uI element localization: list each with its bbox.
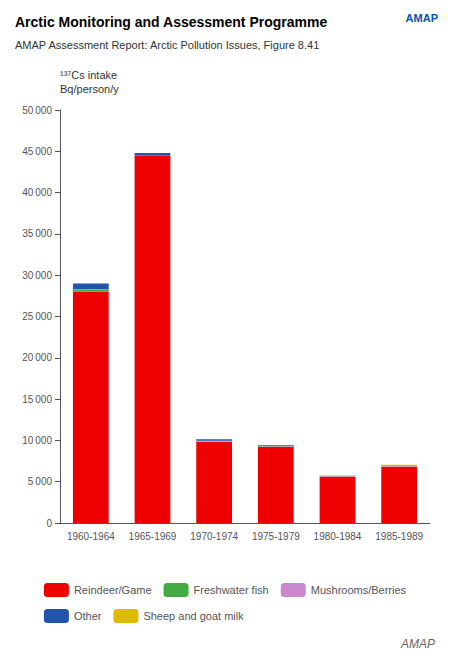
svg-text:40 000: 40 000 [22,187,52,198]
svg-text:20 000: 20 000 [22,352,52,363]
svg-text:30 000: 30 000 [22,270,52,281]
svg-text:50 000: 50 000 [22,105,52,116]
svg-text:¹³⁷Cs intake: ¹³⁷Cs intake [60,69,117,81]
svg-text:5 000: 5 000 [28,476,53,487]
svg-text:Sheep and goat milk: Sheep and goat milk [143,610,244,622]
svg-text:AMAP: AMAP [406,12,438,24]
svg-text:1965-1969: 1965-1969 [129,531,177,542]
svg-text:1970-1974: 1970-1974 [190,531,238,542]
svg-text:0: 0 [46,518,52,529]
svg-text:1960-1964: 1960-1964 [67,531,115,542]
svg-text:Arctic Monitoring and Assessme: Arctic Monitoring and Assessment Program… [15,14,327,30]
svg-text:1985-1989: 1985-1989 [375,531,423,542]
svg-text:AMAP Assessment Report: Arctic: AMAP Assessment Report: Arctic Pollution… [15,39,319,51]
svg-text:Mushrooms/Berries: Mushrooms/Berries [311,584,407,596]
svg-text:Bq/person/y: Bq/person/y [60,83,119,95]
svg-text:1975-1979: 1975-1979 [252,531,300,542]
svg-text:25 000: 25 000 [22,311,52,322]
svg-text:10 000: 10 000 [22,435,52,446]
svg-text:AMAP: AMAP [400,637,435,651]
svg-text:Freshwater fish: Freshwater fish [194,584,269,596]
svg-text:45 000: 45 000 [22,146,52,157]
svg-text:Reindeer/Game: Reindeer/Game [74,584,152,596]
svg-text:15 000: 15 000 [22,394,52,405]
svg-text:1980-1984: 1980-1984 [314,531,362,542]
svg-text:Other: Other [74,610,102,622]
svg-text:35 000: 35 000 [22,228,52,239]
